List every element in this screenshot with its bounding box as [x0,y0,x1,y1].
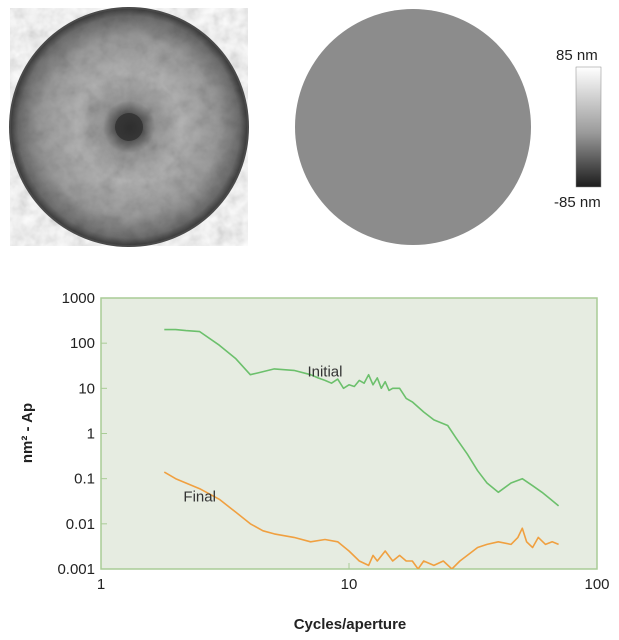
series-label-initial: Initial [307,364,342,381]
plot-area [100,297,598,570]
x-tick-label: 10 [341,576,358,593]
series-line-initial [164,328,560,507]
colorbar-max-label: 85 nm [556,47,598,64]
y-tick-label: 0.01 [66,516,95,533]
x-tick-label: 1 [97,576,105,593]
y-tick-label: 10 [78,380,95,397]
y-tick-label: 0.1 [74,471,95,488]
y-tick-label: 100 [70,335,95,352]
colorbar-min-label: -85 nm [554,194,601,211]
x-axis-label: Cycles/aperture [294,616,407,633]
y-tick-label: 1000 [62,290,95,307]
y-tick-label: 1 [87,426,95,443]
final-surface-map [295,9,531,245]
series-label-final: Final [183,488,216,505]
colorbar-gradient [575,66,602,188]
psd-chart: 0.001 0.01 0.1 1 10 100 1000 1 10 100 Initial Fina… [19,290,610,633]
y-axis-label: nm² - Ap [19,403,36,463]
y-tick-label: 0.001 [57,561,95,578]
colorbar: 85 nm -85 nm [554,47,602,211]
series-line-final [163,471,559,569]
initial-surface-map [9,7,249,247]
x-tick-label: 100 [584,576,609,593]
